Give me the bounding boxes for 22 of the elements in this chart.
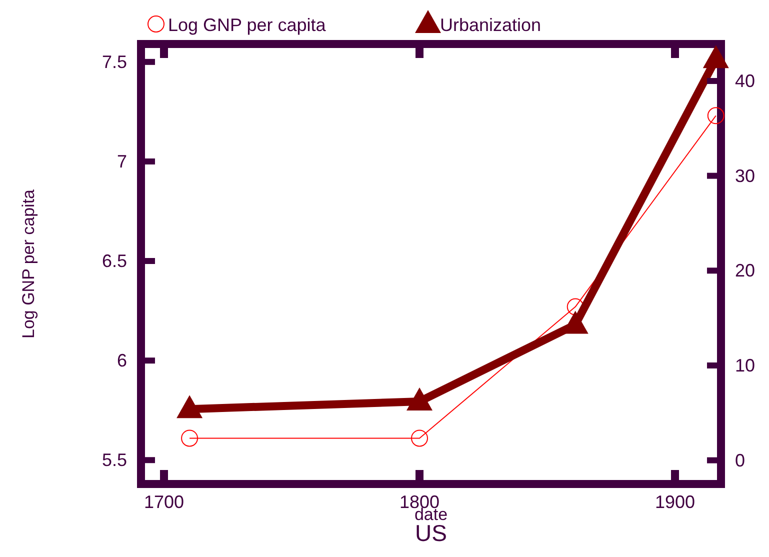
y-tick-label: 6.5 [102, 251, 127, 272]
y2-tick-label: 20 [735, 260, 756, 281]
x-tick-label: 1700 [144, 492, 184, 512]
point [702, 45, 729, 68]
y-tick-label: 5.5 [102, 450, 127, 470]
point [176, 395, 203, 418]
y-tick-label: 6 [116, 350, 127, 371]
text: US [415, 520, 447, 546]
y2-tick-label: 40 [735, 70, 756, 91]
x-tick-label: 1900 [654, 492, 696, 512]
y2-tick-label: 30 [735, 166, 756, 186]
point [181, 430, 198, 447]
y2-tick-label: 0 [735, 450, 746, 470]
y-tick-label: 7.5 [102, 52, 127, 72]
y2-tick-label: 10 [735, 355, 756, 376]
point [707, 107, 724, 124]
legend-label: Urbanization [440, 15, 542, 35]
y-tick-label: 7 [116, 151, 127, 172]
legend-label: Log GNP per capita [168, 15, 327, 35]
point [406, 388, 432, 410]
point [411, 430, 428, 447]
y-axis-title: Log GNP per capita [19, 188, 38, 338]
